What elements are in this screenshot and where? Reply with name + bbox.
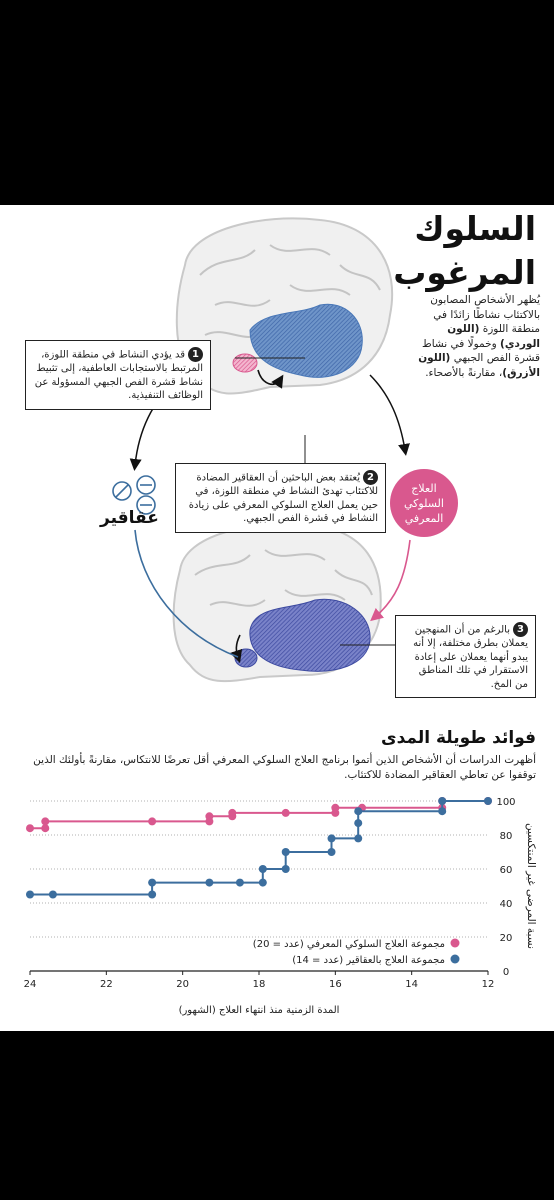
x-tick-label: 16	[329, 979, 342, 990]
series-2-point	[327, 848, 336, 856]
series-1-point	[41, 824, 50, 833]
series-2-point	[148, 878, 157, 887]
y-tick-label: 100	[496, 797, 515, 808]
x-tick-label: 22	[100, 979, 113, 990]
cbt-badge: العلاج السلوكي المعرفي	[390, 469, 458, 537]
series-2-point	[148, 890, 157, 899]
pills-icon	[112, 475, 156, 515]
intro-text: يُظهر الأشخاص المصابون بالاكتئاب نشاطًا …	[418, 294, 540, 379]
y-tick-label: 60	[500, 865, 513, 876]
y-tick-label: 80	[500, 831, 513, 842]
series-2-point	[354, 834, 363, 843]
legend-label-2: مجموعة العلاج بالعقاقير (عدد = 14)	[292, 955, 445, 966]
info-box-2: 2يُعتقد بعض الباحثين أن العقاقير المضادة…	[175, 463, 386, 533]
x-tick-label: 12	[482, 979, 495, 990]
section-title: فوائد طويلة المدى	[381, 728, 536, 748]
x-tick-label: 18	[253, 979, 266, 990]
series-2-point	[26, 890, 34, 899]
legend-label-1: مجموعة العلاج السلوكي المعرفي (عدد = 20)	[253, 939, 445, 950]
series-1-point	[228, 808, 237, 817]
info-box-3: 3بالرغم من أن المنهجين يعملان بطرق مختلف…	[395, 615, 536, 698]
series-2-point	[438, 797, 447, 805]
y-tick-label: 0	[503, 967, 509, 978]
brain-bottom	[172, 523, 382, 683]
series-2-point	[205, 878, 214, 887]
x-tick-label: 20	[176, 979, 189, 990]
section-description: أظهرت الدراسات أن الأشخاص الذين أتموا بر…	[33, 754, 536, 781]
series-line-2	[30, 800, 488, 896]
series-1-point	[26, 824, 34, 833]
info-box-1: 1قد يؤدي النشاط في منطقة اللوزة، المرتبط…	[25, 340, 211, 410]
series-1-point	[41, 817, 50, 826]
y-axis-label: نسبة المرضى غير المنتكسين	[525, 823, 537, 949]
amygdala-top	[232, 353, 258, 373]
series-1-point	[281, 808, 290, 817]
infographic-card: السلوك المرغوب فيه يُظهر الأشخاص المصابو…	[0, 205, 554, 1031]
brain-top	[175, 217, 394, 395]
legend-marker-1	[450, 938, 460, 948]
y-tick-label: 40	[500, 899, 513, 910]
series-2-point	[235, 878, 244, 887]
amygdala-bottom	[234, 648, 258, 668]
series-2-point	[258, 865, 267, 873]
series-1-point	[148, 817, 157, 826]
series-2-point	[354, 819, 363, 828]
series-2-point	[258, 878, 267, 887]
series-2-point	[48, 890, 57, 899]
series-2-point	[484, 797, 492, 805]
series-2-point	[327, 834, 336, 843]
relapse-chart: 0 20 40 60 80 100 24 22 20 18 16 14 12 المدة الزمنية …	[24, 797, 537, 1016]
legend-marker-2	[450, 954, 460, 964]
drugs-label: عقاقير	[100, 508, 159, 528]
x-tick-label: 24	[24, 979, 37, 990]
series-2-point	[281, 865, 290, 873]
x-tick-label: 14	[405, 979, 418, 990]
arrow-drugs-to-brain	[134, 529, 239, 658]
series-2-point	[438, 807, 447, 816]
series-2-point	[354, 807, 363, 816]
x-axis-label: المدة الزمنية منذ انتهاء العلاج (الشهور)	[179, 1005, 340, 1016]
y-tick-label: 20	[500, 933, 513, 944]
series-1-point	[205, 812, 214, 821]
arrow-cbt-to-brain	[370, 539, 411, 622]
series-line-1	[30, 800, 488, 830]
arrow-to-cbt	[369, 374, 410, 456]
series-2-point	[281, 848, 290, 856]
series-1-point	[331, 803, 340, 812]
brain-illustration	[112, 217, 411, 683]
